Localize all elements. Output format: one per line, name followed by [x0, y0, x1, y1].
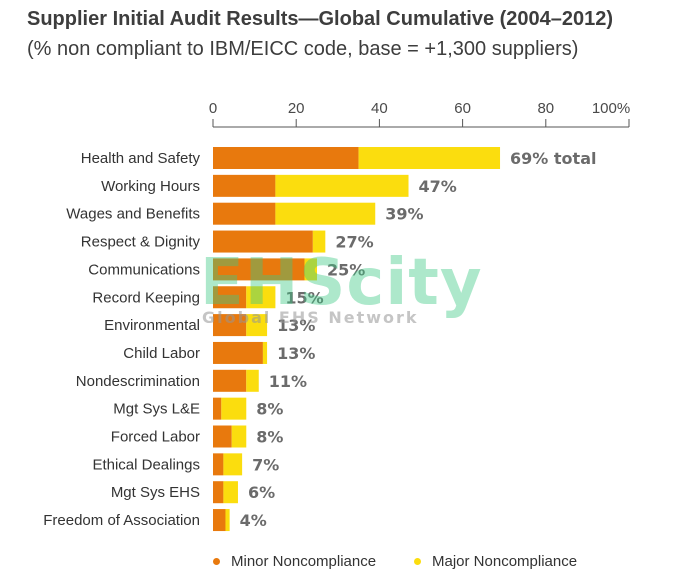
- total-value-label: 11%: [269, 372, 307, 391]
- total-value-label: 7%: [252, 455, 279, 474]
- total-value-label: 69% total: [510, 149, 596, 168]
- bar-segment-major: [275, 202, 376, 225]
- bar-segment-minor: [213, 286, 247, 309]
- bar-segment-minor: [213, 202, 276, 225]
- bar-segment-major: [358, 147, 501, 169]
- x-tick-label: 0: [209, 100, 217, 117]
- category-label: Record Keeping: [92, 289, 200, 306]
- legend-major-swatch: [414, 558, 421, 565]
- bar-segment-minor: [213, 425, 232, 448]
- bar-segment-major: [246, 286, 276, 309]
- bar-segment-minor: [213, 314, 247, 337]
- legend-minor-label: Minor Noncompliance: [231, 553, 377, 570]
- bar-segment-minor: [213, 147, 359, 169]
- category-label: Environmental: [104, 317, 200, 334]
- total-value-label: 4%: [240, 511, 267, 530]
- category-label: Wages and Benefits: [66, 206, 200, 223]
- total-value-label: 39%: [385, 205, 423, 224]
- bar-segment-minor: [213, 258, 305, 281]
- category-label: Nondescrimination: [76, 373, 200, 390]
- bar-segment-major: [312, 230, 326, 253]
- bar-segment-major: [275, 174, 409, 197]
- x-tick-label: 80: [537, 100, 554, 117]
- total-value-label: 6%: [248, 483, 275, 502]
- bar-segment-major: [225, 509, 230, 532]
- total-value-label: 8%: [256, 400, 283, 419]
- category-label: Health and Safety: [81, 150, 201, 167]
- legend-item-major: Major Noncompliance: [414, 553, 577, 570]
- chart-title: Supplier Initial Audit Results—Global Cu…: [27, 8, 614, 30]
- total-value-label: 13%: [277, 344, 315, 363]
- bar-segment-major: [246, 369, 259, 392]
- bar-segment-minor: [213, 341, 263, 364]
- total-value-label: 15%: [285, 288, 323, 307]
- chart-subtitle: (% non compliant to IBM/EICC code, base …: [27, 38, 579, 60]
- bar-segment-minor: [213, 369, 247, 392]
- category-label: Communications: [88, 261, 200, 278]
- category-label: Mgt Sys L&E: [113, 401, 200, 418]
- total-value-label: 8%: [256, 428, 283, 447]
- bar-segment-minor: [213, 481, 224, 504]
- bar-segment-minor: [213, 230, 313, 253]
- bar-segment-major: [223, 481, 238, 504]
- bar-segment-minor: [213, 397, 222, 420]
- bar-segment-major: [262, 341, 268, 364]
- category-label: Respect & Dignity: [81, 234, 201, 251]
- category-label: Child Labor: [123, 345, 200, 362]
- bar-segment-minor: [213, 453, 224, 476]
- x-tick-label: 100%: [592, 100, 630, 117]
- bar-segment-major: [223, 453, 243, 476]
- category-label: Working Hours: [101, 178, 200, 195]
- total-value-label: 27%: [335, 233, 373, 252]
- category-label: Freedom of Association: [43, 512, 200, 529]
- total-value-label: 13%: [277, 316, 315, 335]
- bar-segment-major: [304, 258, 317, 281]
- bar-segment-major: [231, 425, 247, 448]
- legend-minor-swatch: [213, 558, 220, 565]
- x-tick-label: 60: [454, 100, 471, 117]
- total-value-label: 25%: [327, 260, 365, 279]
- category-label: Forced Labor: [111, 429, 200, 446]
- bar-segment-major: [246, 314, 268, 337]
- x-tick-label: 20: [288, 100, 305, 117]
- bar-segment-minor: [213, 174, 276, 197]
- category-label: Mgt Sys EHS: [111, 484, 200, 501]
- bar-segment-major: [221, 397, 247, 420]
- bar-segment-minor: [213, 509, 226, 532]
- total-value-label: 47%: [419, 177, 457, 196]
- category-label: Ethical Dealings: [92, 456, 200, 473]
- x-tick-label: 40: [371, 100, 388, 117]
- legend-major-label: Major Noncompliance: [432, 553, 578, 570]
- legend-item-minor: Minor Noncompliance: [213, 553, 376, 570]
